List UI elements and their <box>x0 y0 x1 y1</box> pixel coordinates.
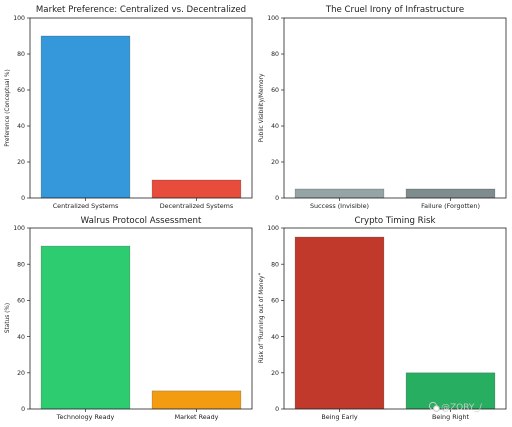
x-tick-label: Technology Ready <box>56 413 115 421</box>
y-tick-label: 100 <box>13 225 25 232</box>
x-tick-label: Centralized Systems <box>53 202 119 210</box>
y-tick-label: 80 <box>17 261 25 268</box>
y-axis-label: Risk of "Running out of Money" <box>259 273 265 364</box>
axes-frame <box>29 17 253 199</box>
x-tick-label: Market Ready <box>175 413 219 421</box>
y-tick-label: 40 <box>271 334 279 341</box>
bar-failure-forgotten <box>405 188 496 199</box>
watermark-text: @ZORY_/ <box>441 403 483 413</box>
chart-title: The Cruel Irony of Infrastructure <box>325 5 464 15</box>
y-tick-label: 20 <box>17 370 25 377</box>
plot-area: 0 20 40 60 80 100 Centralized Systems Decentral… <box>13 15 253 210</box>
y-tick-label: 0 <box>21 195 25 202</box>
bar-technology-ready <box>40 245 131 410</box>
y-tick-label: 100 <box>267 15 279 22</box>
y-tick-label: 80 <box>271 51 279 58</box>
chart-panel-walrus-assessment: Walrus Protocol Assessment Status (%) 0 2… <box>5 216 253 421</box>
bar-centralized-systems <box>40 35 131 199</box>
y-tick-label: 80 <box>271 261 279 268</box>
y-tick-label: 40 <box>271 123 279 130</box>
y-tick-label: 100 <box>267 225 279 232</box>
x-tick-label: Being Right <box>432 413 470 421</box>
x-tick-label: Decentralized Systems <box>160 202 234 210</box>
y-tick-label: 60 <box>271 87 279 94</box>
plot-area: 0 20 40 60 80 100 Being Early Being Right <box>267 225 507 421</box>
y-axis-label: Status (%) <box>5 303 11 333</box>
axes-frame <box>283 227 507 410</box>
chart-panel-infrastructure-irony: The Cruel Irony of Infrastructure Public… <box>259 5 507 210</box>
x-tick-label: Being Early <box>321 413 358 421</box>
chart-panel-crypto-timing-risk: Crypto Timing Risk Risk of "Running out … <box>259 216 507 421</box>
wechat-style-icon <box>428 401 440 412</box>
axes-frame <box>283 17 507 199</box>
y-tick-label: 60 <box>17 87 25 94</box>
y-tick-label: 20 <box>271 370 279 377</box>
x-tick-label: Failure (Forgotten) <box>421 202 480 210</box>
y-tick-label: 60 <box>17 298 25 305</box>
y-tick-label: 40 <box>17 334 25 341</box>
chart-title: Crypto Timing Risk <box>354 216 435 226</box>
plot-area: 0 20 40 60 80 100 Success (Invisible) Failure (… <box>267 15 507 210</box>
y-tick-label: 20 <box>271 159 279 166</box>
y-axis-label: Public Visibility/Memory <box>259 73 265 142</box>
chart-panel-market-preference: Market Preference: Centralized vs. Decen… <box>5 5 253 210</box>
y-tick-label: 0 <box>275 195 279 202</box>
axes-frame <box>29 227 253 410</box>
plot-area: 0 20 40 60 80 100 Technology Ready Market Ready <box>13 225 253 421</box>
y-tick-label: 60 <box>271 298 279 305</box>
bar-being-early <box>294 236 385 410</box>
bar-success-invisible <box>294 188 385 199</box>
y-tick-label: 40 <box>17 123 25 130</box>
chart-title: Market Preference: Centralized vs. Decen… <box>36 5 246 15</box>
bar-decentralized-systems <box>151 179 242 199</box>
y-tick-label: 20 <box>17 159 25 166</box>
y-tick-label: 0 <box>275 406 279 413</box>
bar-market-ready <box>151 390 242 410</box>
watermark: @ZORY_/ <box>428 401 483 413</box>
chart-title: Walrus Protocol Assessment <box>81 216 202 226</box>
y-tick-label: 80 <box>17 51 25 58</box>
y-axis-label: Preference (Conceptual %) <box>5 69 11 147</box>
y-tick-label: 100 <box>13 15 25 22</box>
x-tick-label: Success (Invisible) <box>310 202 369 210</box>
y-tick-label: 0 <box>21 406 25 413</box>
